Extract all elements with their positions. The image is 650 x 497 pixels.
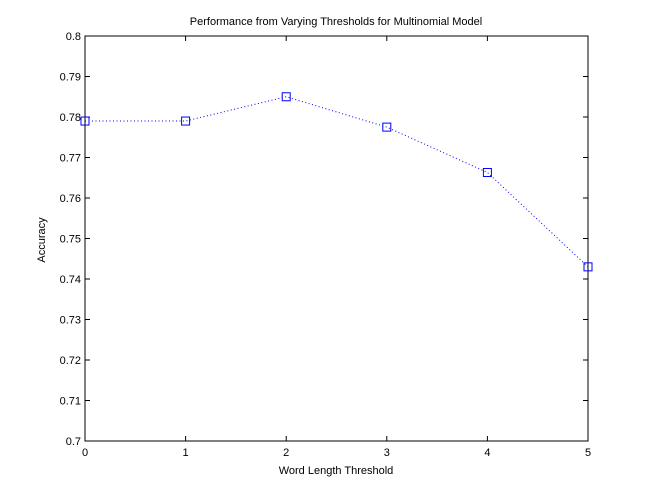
x-axis-label: Word Length Threshold xyxy=(279,465,394,477)
y-tick-label: 0.72 xyxy=(60,355,81,367)
data-point-marker xyxy=(80,116,90,126)
y-axis-label: Accuracy xyxy=(36,217,48,263)
data-point-marker xyxy=(281,92,291,102)
y-tick-label: 0.75 xyxy=(60,234,81,246)
y-axis: 0.7 0.71 0.72 0.73 0.74 0.75 0.76 0.77 0.78 0.79 0… xyxy=(60,31,588,448)
data-point-marker xyxy=(482,167,492,177)
chart-title: Performance from Varying Thresholds for … xyxy=(190,16,482,28)
x-tick-label: 2 xyxy=(283,447,289,459)
data-point-marker xyxy=(181,116,191,126)
y-tick-label: 0.7 xyxy=(66,436,81,448)
y-tick-label: 0.74 xyxy=(60,274,81,286)
y-tick-label: 0.78 xyxy=(60,112,81,124)
data-point-marker xyxy=(382,122,392,132)
y-tick-label: 0.71 xyxy=(60,396,81,408)
y-tick-label: 0.79 xyxy=(60,72,81,84)
y-tick-label: 0.77 xyxy=(60,153,81,165)
data-point-marker xyxy=(583,262,593,272)
plot-area xyxy=(84,35,589,442)
x-tick-label: 3 xyxy=(384,447,390,459)
x-tick-label: 4 xyxy=(484,447,490,459)
y-tick-label: 0.73 xyxy=(60,315,81,327)
x-axis: 0 1 2 3 4 5 xyxy=(82,36,591,459)
x-tick-label: 5 xyxy=(585,447,591,459)
x-tick-label: 0 xyxy=(82,447,88,459)
y-tick-label: 0.8 xyxy=(66,31,81,43)
y-tick-label: 0.76 xyxy=(60,193,81,205)
series-layer xyxy=(80,92,593,272)
x-tick-label: 1 xyxy=(183,447,189,459)
